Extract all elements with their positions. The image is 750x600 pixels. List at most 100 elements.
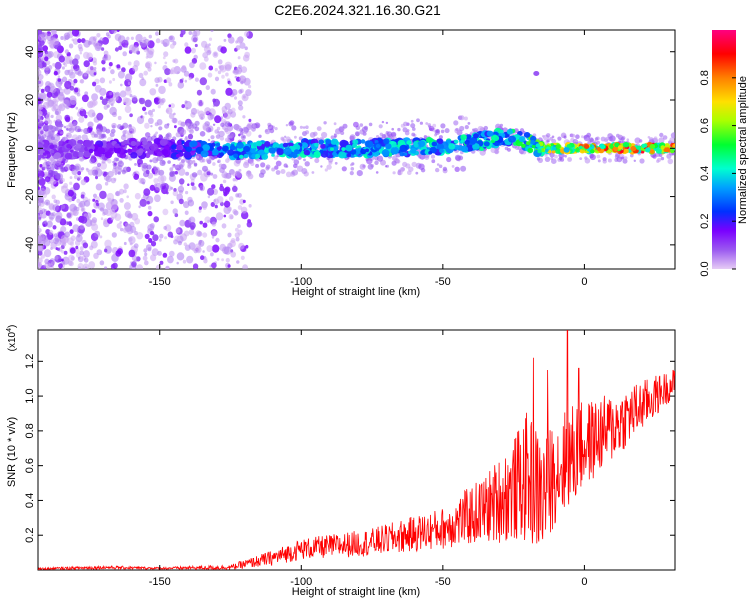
noise-blob — [69, 59, 73, 64]
noise-blob — [110, 216, 115, 221]
halo-blob — [267, 124, 274, 131]
noise-blob — [228, 196, 234, 202]
ridge-blob — [250, 148, 256, 154]
noise-blob — [241, 93, 249, 102]
ridge-blob — [171, 144, 178, 150]
noise-blob — [91, 112, 96, 117]
noise-blob — [101, 37, 109, 45]
ridge-blob — [583, 144, 590, 150]
halo-blob — [73, 121, 78, 126]
halo-blob — [454, 166, 460, 172]
noise-blob — [177, 81, 185, 89]
noise-blob — [237, 100, 243, 106]
noise-blob — [188, 76, 192, 81]
halo-blob — [593, 140, 597, 143]
ridge-blob — [135, 141, 141, 147]
noise-blob — [80, 107, 84, 111]
noise-blob — [228, 213, 234, 220]
noise-blob — [212, 162, 216, 166]
noise-blob — [193, 186, 197, 191]
halo-blob — [356, 170, 363, 177]
halo-blob — [669, 137, 675, 143]
noise-blob — [79, 71, 84, 76]
noise-blob — [126, 195, 129, 199]
ridge-blob — [282, 142, 289, 148]
halo-blob — [100, 134, 105, 139]
ridge-blob — [238, 154, 244, 159]
noise-blob — [66, 221, 70, 225]
halo-blob — [175, 132, 181, 138]
ridge-blob — [383, 138, 390, 145]
halo-blob — [291, 125, 297, 131]
noise-blob — [71, 38, 75, 42]
halo-blob — [51, 136, 55, 141]
noise-blob — [44, 220, 48, 224]
colorbar-tick-label: 0.2 — [699, 214, 711, 229]
noise-blob — [177, 240, 182, 246]
noise-blob — [127, 81, 131, 86]
noise-blob — [150, 240, 157, 247]
noise-blob — [79, 246, 84, 251]
noise-blob — [95, 175, 98, 180]
noise-blob — [54, 233, 58, 238]
halo-blob — [134, 163, 137, 166]
ridge-blob — [352, 139, 359, 145]
noise-blob — [104, 248, 108, 253]
noise-blob — [244, 31, 250, 37]
halo-blob — [87, 169, 94, 176]
noise-blob — [103, 104, 109, 110]
ridge-blob — [264, 147, 270, 153]
halo-blob — [662, 135, 668, 140]
halo-blob — [193, 163, 198, 167]
noise-blob — [162, 208, 169, 216]
halo-blob — [271, 167, 276, 172]
noise-blob — [48, 65, 53, 70]
ridge-blob — [156, 151, 163, 157]
halo-blob — [323, 121, 327, 125]
halo-blob — [255, 163, 260, 168]
halo-blob — [128, 125, 133, 130]
halo-blob — [280, 169, 286, 174]
halo-blob — [284, 135, 287, 138]
noise-blob — [223, 214, 227, 218]
noise-blob — [46, 99, 54, 108]
noise-blob — [138, 72, 144, 78]
halo-blob — [432, 123, 437, 128]
noise-blob — [232, 208, 238, 215]
noise-blob — [84, 114, 88, 119]
noise-blob — [40, 94, 44, 99]
halo-blob — [210, 135, 215, 140]
halo-blob — [649, 137, 654, 142]
ridge-blob — [437, 138, 444, 145]
noise-blob — [141, 115, 145, 119]
ridge-blob — [649, 149, 655, 154]
ridge-blob — [365, 140, 374, 148]
ridge-blob — [88, 148, 94, 154]
snr-scale-label: (x104) — [6, 325, 18, 352]
ridge-blob — [161, 149, 169, 156]
noise-blob — [47, 112, 51, 116]
halo-blob — [622, 158, 628, 164]
noise-blob — [215, 212, 224, 221]
noise-blob — [183, 242, 187, 247]
halo-blob — [77, 128, 81, 133]
halo-blob — [150, 125, 153, 128]
noise-blob — [38, 207, 43, 215]
halo-blob — [180, 128, 187, 136]
ridge-blob — [130, 152, 138, 159]
noise-blob — [50, 114, 54, 119]
noise-blob — [225, 72, 229, 77]
ridge-blob — [318, 139, 325, 145]
halo-blob — [71, 168, 78, 176]
noise-blob — [154, 61, 157, 65]
halo-blob — [435, 167, 440, 173]
noise-blob — [154, 194, 161, 203]
halo-blob — [412, 127, 416, 131]
halo-blob — [50, 166, 55, 171]
noise-blob — [92, 81, 97, 87]
spectrogram-panel: -150 -100 -50 0 -40 -20 0 20 40 Height of straig… — [6, 29, 676, 298]
ridge-blob — [663, 147, 669, 153]
noise-blob — [171, 117, 177, 124]
noise-blob — [42, 45, 48, 52]
noise-blob — [143, 188, 151, 197]
